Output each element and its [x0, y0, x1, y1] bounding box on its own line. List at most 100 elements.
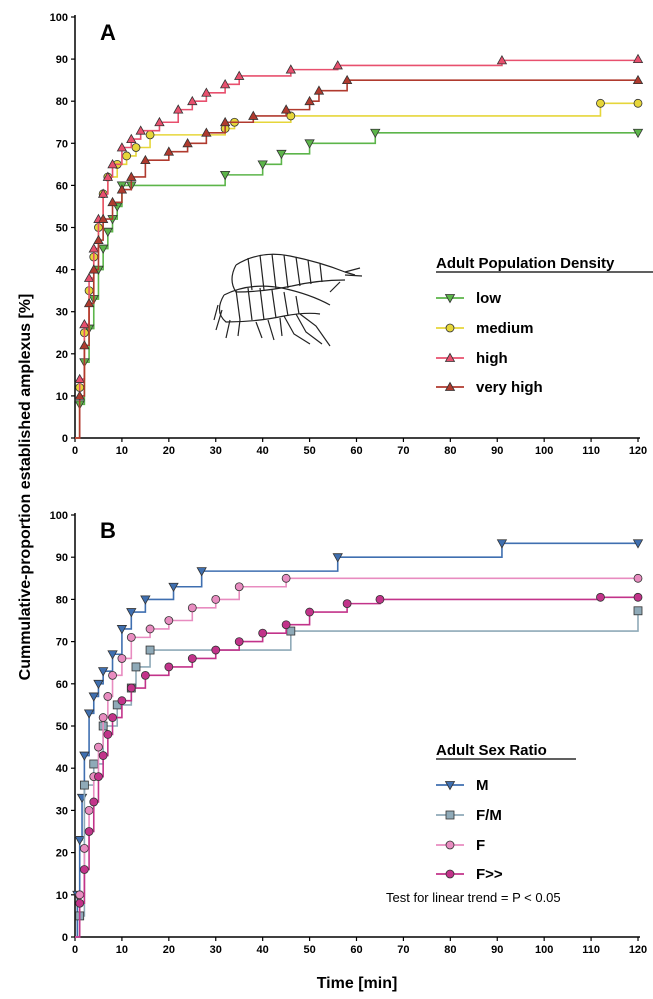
- data-point-fgg: [84, 827, 94, 836]
- data-point-very-high: [74, 390, 85, 400]
- data-point-very-high: [126, 171, 137, 181]
- data-point-medium: [145, 130, 155, 140]
- panel-a-letter: A: [100, 20, 116, 45]
- panel-b-x-tick-label: 10: [116, 944, 128, 956]
- data-point-f-m: [131, 662, 141, 672]
- data-point-m: [74, 836, 85, 846]
- data-point-very-high: [201, 127, 212, 137]
- data-point-f: [117, 654, 127, 663]
- panel-b-y-tick-label: 40: [56, 763, 68, 775]
- panel-a-x-tick-label: 70: [397, 445, 409, 457]
- data-point-f: [187, 603, 197, 613]
- data-point-very-high: [93, 234, 104, 245]
- data-point-very-high: [182, 137, 193, 148]
- data-point-f: [211, 595, 221, 604]
- data-point-low: [257, 160, 268, 170]
- data-point-fgg: [342, 599, 352, 609]
- panel-b-x-tick-label: 20: [163, 944, 175, 956]
- data-point-low: [102, 227, 114, 238]
- data-point-high: [88, 243, 99, 253]
- panel-a: A 0 10 20 30 40 50 60 70 80 90 100 110 120 0 10 20 30 40 5…: [50, 12, 653, 457]
- panel-b-x-tick-label: 30: [210, 944, 222, 956]
- data-point-fgg: [94, 772, 103, 782]
- data-point-very-high: [313, 85, 325, 95]
- panel-a-y-tick-label: 30: [56, 307, 68, 319]
- legend-label-medium: medium: [476, 320, 534, 337]
- data-point-high: [219, 79, 231, 89]
- x-axis-title: Time [min]: [317, 975, 398, 992]
- trend-test-note: Test for linear trend = P < 0.05: [386, 890, 561, 905]
- data-point-fgg: [79, 865, 89, 874]
- data-point-high: [154, 116, 165, 127]
- panel-a-y-tick-label: 40: [56, 265, 68, 277]
- data-point-fgg: [117, 696, 127, 706]
- legend-label-fm: F/M: [476, 807, 502, 824]
- data-point-m: [93, 679, 104, 690]
- panel-a-x-tick-label: 90: [491, 445, 503, 457]
- data-point-low: [632, 128, 644, 139]
- data-point-high: [173, 104, 184, 114]
- panel-a-y-tick-label: 50: [56, 223, 68, 235]
- panel-b-x-tick-label: 90: [491, 944, 503, 956]
- data-point-high: [135, 125, 146, 135]
- panel-b-x-tick-label: 110: [582, 944, 600, 956]
- data-point-very-high: [88, 264, 99, 274]
- series-line-fgg: [75, 596, 638, 938]
- data-point-low: [304, 139, 315, 149]
- data-point-high: [107, 159, 118, 169]
- panel-b-legend: Adult Sex Ratio M F/M F F>> Test for lin…: [386, 742, 576, 905]
- legend-marker-f-m: [445, 810, 455, 820]
- panel-a-y-tick-label: 10: [56, 391, 68, 403]
- data-point-fgg: [187, 654, 197, 663]
- panel-b-x-tick-label: 120: [629, 944, 647, 956]
- data-point-high: [83, 272, 95, 282]
- panel-b-letter: B: [100, 518, 116, 543]
- data-point-very-high: [116, 184, 128, 194]
- legend-marker-very-high: [444, 381, 456, 391]
- data-point-m: [83, 709, 95, 719]
- data-point-fgg: [75, 898, 85, 908]
- data-point-f-m: [145, 645, 155, 655]
- panel-b-y-tick-label: 80: [56, 594, 68, 606]
- legend-marker-low: [444, 294, 456, 304]
- series-line-f: [75, 577, 638, 938]
- data-point-medium: [131, 143, 141, 152]
- panel-b-x-tick-label: 0: [72, 944, 78, 956]
- panel-a-x-tick-label: 20: [163, 445, 175, 457]
- data-point-f-m: [633, 606, 643, 616]
- panel-b-y-tick-label: 90: [56, 552, 68, 564]
- panel-a-x-tick-label: 10: [116, 445, 128, 457]
- panel-a-x-tick-label: 120: [629, 445, 647, 457]
- data-point-f: [75, 890, 85, 900]
- legend-marker-f: [445, 840, 455, 850]
- panel-a-series: [74, 53, 644, 439]
- panel-b-y-tick-label: 70: [56, 637, 68, 649]
- data-point-very-high: [97, 213, 109, 223]
- data-point-fgg: [89, 797, 99, 807]
- legend-marker-fgg: [445, 869, 455, 879]
- data-point-low: [219, 170, 231, 181]
- panel-a-y-tick-label: 60: [56, 180, 68, 192]
- data-point-fgg: [103, 730, 113, 739]
- panel-a-x-tick-label: 60: [350, 445, 362, 457]
- panel-a-x-tick-label: 110: [582, 445, 600, 457]
- data-point-high: [126, 133, 137, 143]
- legend-marker-m: [444, 781, 456, 791]
- data-point-fgg: [164, 662, 174, 672]
- data-point-m: [107, 650, 118, 660]
- data-point-fgg: [281, 620, 291, 630]
- data-point-f: [281, 573, 291, 583]
- data-point-m: [88, 692, 99, 702]
- data-point-f: [84, 806, 94, 815]
- data-point-high: [102, 171, 114, 181]
- data-point-low: [370, 128, 381, 139]
- panel-b-y-tick-label: 50: [56, 721, 68, 733]
- data-point-high: [332, 60, 343, 70]
- series-markers-f-m: [75, 606, 643, 921]
- data-point-fgg: [596, 592, 605, 602]
- data-point-very-high: [79, 340, 90, 350]
- panel-b-x-tick-label: 70: [397, 944, 409, 956]
- data-point-f: [126, 632, 136, 642]
- series-markers-m: [72, 539, 644, 901]
- data-point-f: [94, 742, 103, 752]
